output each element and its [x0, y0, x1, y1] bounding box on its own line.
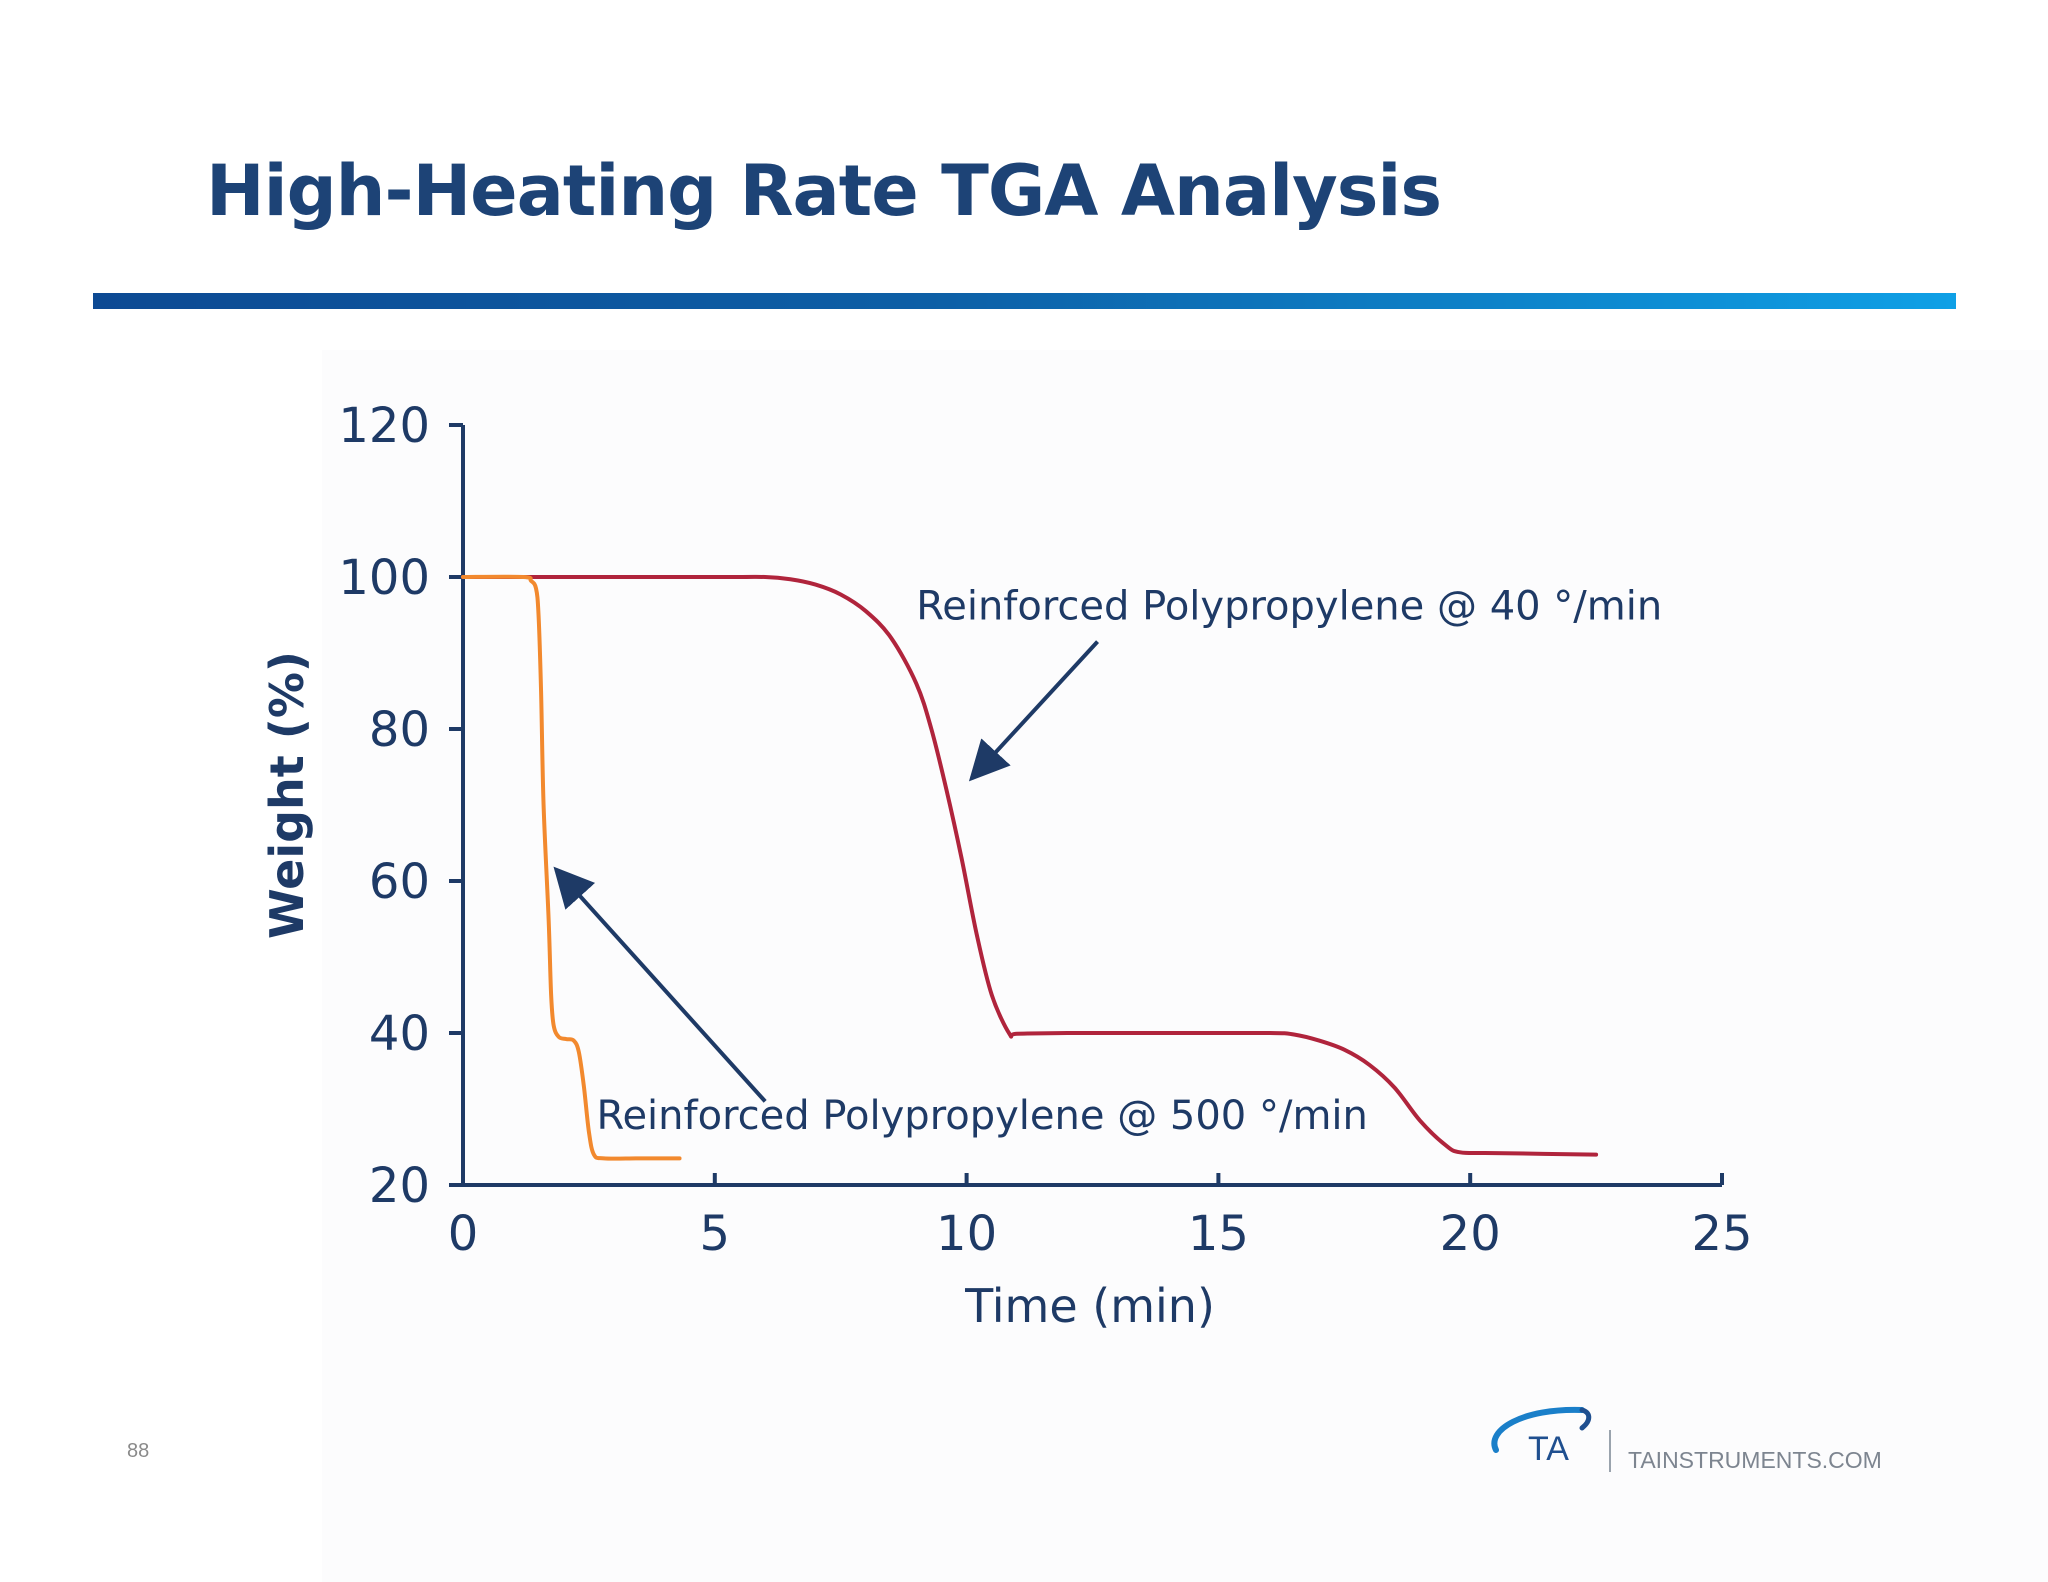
x-tick-label: 0	[448, 1206, 479, 1262]
series-line-500-per-min	[461, 574, 682, 1161]
ta-logo: TA	[1491, 1406, 1592, 1468]
brand-url: TAINSTRUMENTS.COM	[1628, 1447, 1882, 1473]
y-axis-label: Weight (%)	[260, 651, 314, 939]
logo-text: TA	[1528, 1430, 1569, 1468]
y-tick-label: 100	[338, 550, 430, 606]
y-tick-label: 80	[369, 702, 430, 758]
annotation-label: Reinforced Polypropylene @ 500 °/min	[596, 1093, 1367, 1139]
x-axis-label: Time (min)	[964, 1279, 1215, 1333]
annotation-label: Reinforced Polypropylene @ 40 °/min	[916, 584, 1662, 630]
x-tick-label: 5	[700, 1206, 731, 1262]
annotation-arrow	[968, 640, 1100, 782]
page-number: 88	[127, 1440, 150, 1462]
x-tick-label: 15	[1188, 1206, 1249, 1262]
annotation-arrow	[553, 866, 767, 1103]
y-tick-label: 60	[369, 854, 430, 910]
x-tick-label: 20	[1440, 1206, 1501, 1262]
title-rule	[93, 293, 1956, 309]
y-tick-label: 120	[338, 398, 430, 454]
page-title: High-Heating Rate TGA Analysis	[206, 150, 1442, 232]
y-tick-label: 20	[369, 1158, 430, 1214]
series-line-40-per-min	[461, 574, 1599, 1157]
chart-background	[322, 350, 2048, 1582]
y-tick-label: 40	[369, 1006, 430, 1062]
x-tick-label: 10	[936, 1206, 997, 1262]
x-tick-label: 25	[1691, 1206, 1752, 1262]
brand-divider	[1609, 1430, 1611, 1472]
